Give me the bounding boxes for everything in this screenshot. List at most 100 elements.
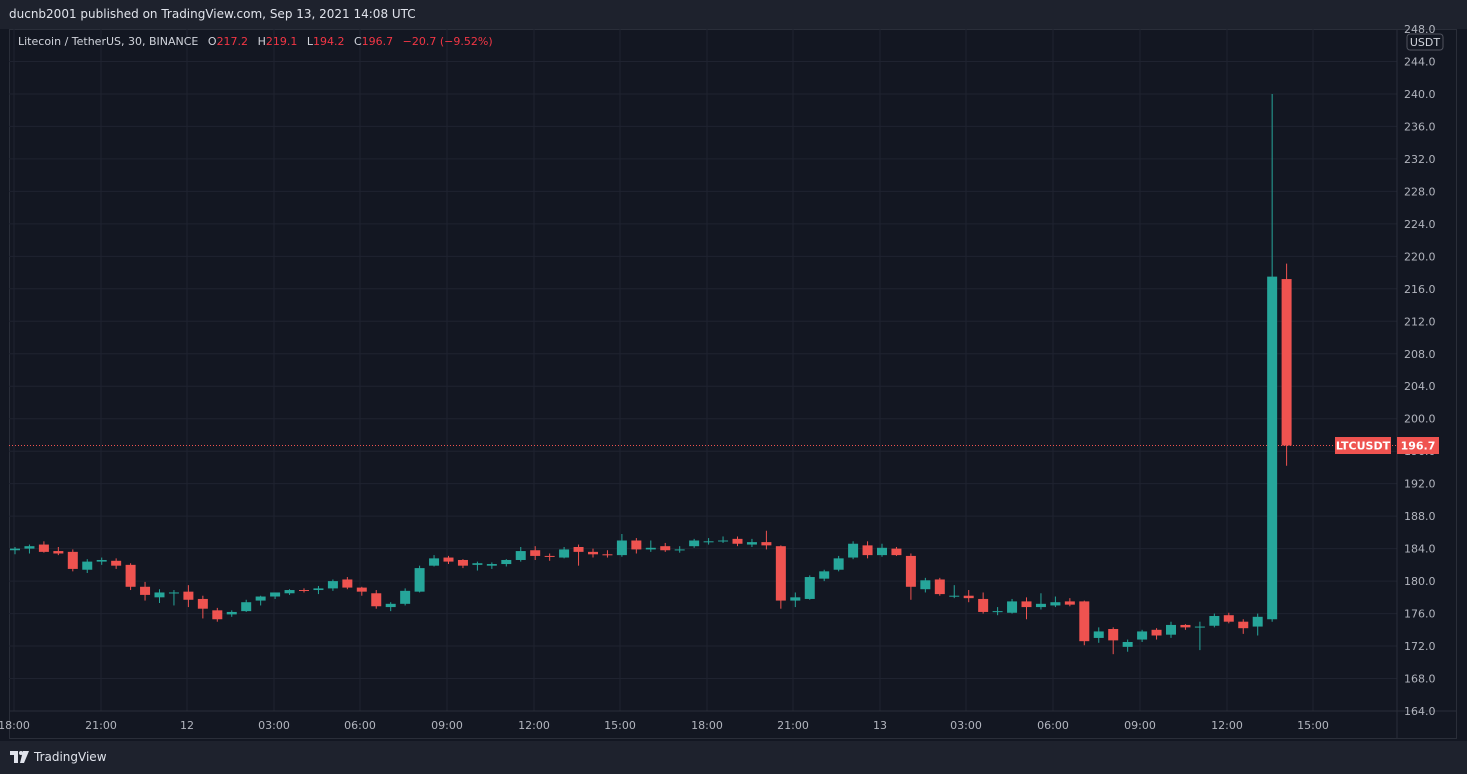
candle [53,546,64,556]
candle-body [1252,616,1263,627]
time-scale[interactable]: 18:00 21:00 12 03:00 06:00 09:00 12:00 15:00 18:… [0,719,1329,732]
candle [732,536,743,547]
candle-body [1166,624,1176,635]
candle-body [530,550,541,556]
candle [1166,621,1176,638]
candle-body [10,548,20,551]
candle [1035,593,1046,610]
candle-body [877,547,887,556]
time-tick-label: 15:00 [1297,719,1329,732]
candle-body [775,546,786,601]
symbol-badge-bg [1335,437,1391,455]
time-tick-label: 06:00 [344,719,376,732]
change-value: −20.7 (−9.52%) [402,35,493,48]
candle [1180,624,1191,630]
time-tick-label: 03:00 [950,719,982,732]
candle [746,538,757,547]
candle [718,536,729,543]
symbol-description[interactable]: Litecoin / TetherUS, 30, BINANCE [18,35,199,48]
candle-body [718,540,729,542]
price-tick-label: 248.0 [1404,23,1436,36]
candle-body [226,611,237,615]
candle [588,548,598,558]
currency-badge[interactable]: USDT [1406,33,1444,51]
candle [833,555,844,572]
time-tick-label: 13 [873,719,887,732]
candle-body [125,564,136,587]
candle-body [1035,603,1046,608]
price-badge-label: 196.7 [1401,440,1436,453]
price-tick-label: 172.0 [1404,640,1436,653]
candle [1194,621,1205,651]
time-tick-label: 12:00 [518,719,550,732]
price-tick-label: 216.0 [1404,283,1436,296]
candle-body [819,571,830,579]
candle-body [862,545,873,556]
candle-body [1093,631,1104,638]
candle-body [67,551,78,569]
price-tick-label: 220.0 [1404,250,1436,263]
candle-body [197,598,208,609]
price-tick-label: 188.0 [1404,510,1436,523]
time-tick-label: 15:00 [604,719,636,732]
price-badge-bg [1397,437,1439,455]
price-tick-label: 228.0 [1404,185,1436,198]
candle [1209,613,1220,628]
candle [67,549,78,572]
candle-body [1194,626,1205,628]
open-value: 217.2 [216,35,249,48]
candle-body [400,590,411,604]
candle [1267,93,1278,622]
candle-body [299,590,309,592]
candle-body [270,592,281,597]
tradingview-icon [10,751,29,763]
candle [1050,596,1061,608]
candle [299,588,309,593]
candle-body [703,541,714,543]
candle [400,588,411,606]
bottom-bar: TradingView [0,741,1467,774]
candle [168,590,179,606]
candle [212,607,223,622]
candle-body [573,546,584,552]
candle [689,538,700,548]
candle [848,541,859,560]
candle-body [891,548,902,556]
candle-body [1281,279,1292,446]
candle [501,559,512,567]
candle-body [645,547,656,550]
candle [992,607,1003,616]
candle-body [183,591,194,600]
candle-body [559,549,570,558]
high-value: 219.1 [265,35,298,48]
candle [1021,597,1032,620]
candle [1223,612,1234,624]
candle [775,545,786,609]
price-scale[interactable]: 248.0 244.0 240.0 236.0 232.0 228.0 224.0 220.0… [1404,23,1436,718]
candle-body [949,595,960,597]
candle [804,575,815,600]
candle [515,546,526,562]
candle-body [992,611,1003,613]
chart-legend: Litecoin / TetherUS, 30, BINANCE O217.2 … [18,35,493,48]
candle-body [1267,276,1278,620]
candle-body [1209,616,1220,626]
time-tick-label: 18:00 [0,719,30,732]
candle-body [746,542,757,545]
time-tick-label: 21:00 [777,719,809,732]
candle [602,550,613,558]
tradingview-logo[interactable]: TradingView [10,750,107,764]
candle [790,592,801,608]
candle [140,581,151,601]
close-value: 196.7 [361,35,394,48]
candle [486,562,497,569]
candle-body [761,542,772,546]
close-label: C [353,35,362,48]
candle [819,569,830,582]
candle-body [920,580,931,590]
candle [371,590,382,609]
price-tick-label: 176.0 [1404,608,1436,621]
candle [385,602,396,612]
candle [616,534,627,557]
